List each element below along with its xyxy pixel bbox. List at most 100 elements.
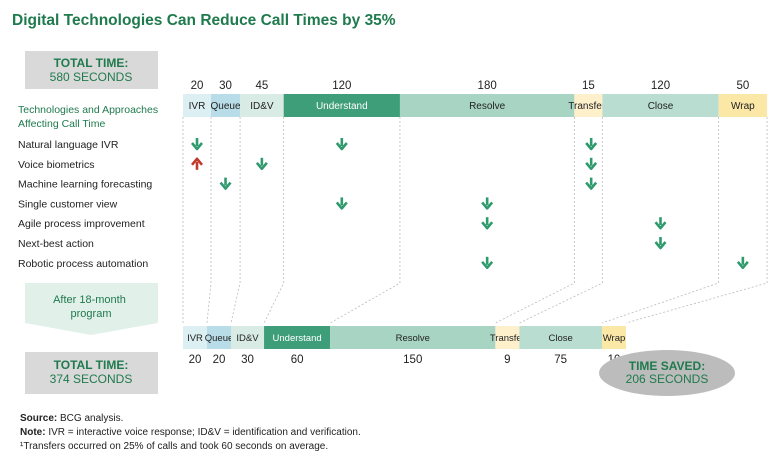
bar-after-idv — [231, 326, 265, 349]
bar-after-queue — [207, 326, 231, 349]
source-note: Source: BCG analysis. — [20, 413, 123, 424]
abbreviation-note: Note: IVR = interactive voice response; … — [20, 427, 361, 438]
arrow-down-head — [481, 201, 494, 210]
bar-before-wrap — [718, 94, 768, 117]
bar-after-label: Close — [549, 333, 573, 344]
bar-before-value: 20 — [191, 80, 204, 92]
time-saved-value: 206 SECONDS — [626, 372, 709, 386]
arrow-down-icon — [654, 237, 667, 250]
program-chevron — [25, 283, 158, 335]
technology-label: Voice biometrics — [18, 159, 94, 171]
bar-before-value: 15 — [582, 80, 595, 92]
total-before-label: TOTAL TIME: — [54, 56, 129, 70]
bar-before-value: 180 — [478, 80, 497, 92]
bar-before-label: ID&V — [250, 101, 274, 112]
bar-before-label: IVR — [189, 101, 206, 112]
time-saved-label: TIME SAVED: — [629, 359, 705, 373]
section-header-line-2: Affecting Call Time — [18, 118, 106, 130]
total-after-box — [25, 352, 158, 394]
arrow-down-head — [654, 221, 667, 230]
total-after-label: TOTAL TIME: — [54, 358, 129, 372]
source-text: BCG analysis. — [57, 413, 123, 424]
connector-line — [230, 117, 241, 324]
arrow-down-icon — [481, 197, 494, 210]
arrow-down-head — [255, 161, 268, 171]
transfer-footnote: ¹Transfers occurred on 25% of calls and … — [20, 441, 328, 452]
bar-after-label: Wrap — [603, 333, 626, 344]
arrow-down-icon — [585, 177, 598, 190]
arrow-down-icon — [481, 217, 494, 230]
arrow-down-icon — [481, 256, 494, 270]
bar-before-ivr — [183, 94, 211, 117]
bar-before-value: 120 — [651, 80, 670, 92]
bar-after-close — [519, 326, 603, 349]
connector-line — [495, 117, 575, 324]
bar-after-resolve — [330, 326, 496, 349]
program-label-line-2: program — [71, 308, 112, 320]
bars-before: IVR 20 Queue 30 ID&V 45 Understand 120 Resolve 18… — [183, 80, 768, 117]
bar-after-value: 20 — [213, 354, 226, 366]
total-before-box — [25, 51, 158, 89]
bar-before-close — [602, 94, 719, 117]
arrow-down-head — [585, 142, 598, 151]
arrow-down-icon — [191, 138, 203, 151]
arrow-down-icon — [335, 197, 348, 210]
source-label: Source: — [20, 413, 57, 424]
bar-after-ivr — [183, 326, 207, 349]
bar-after-transfer — [495, 326, 520, 349]
connector-line — [519, 117, 603, 324]
technology-label: Agile process improvement — [18, 218, 145, 230]
technology-label: Natural language IVR — [18, 139, 119, 151]
arrow-down-head — [585, 181, 598, 190]
bar-before-label: Transfer¹ — [568, 101, 609, 112]
bar-after-label: IVR — [187, 333, 203, 344]
connector-line — [329, 117, 401, 324]
bar-before-idv — [240, 94, 284, 117]
technology-rows: Natural language IVR Voice biometrics Mach… — [18, 138, 749, 270]
connector-line — [206, 117, 212, 324]
bar-before-label: Close — [648, 101, 674, 112]
bar-before-understand — [283, 94, 400, 117]
arrow-down-head — [736, 260, 749, 270]
bar-before-label: Wrap — [731, 101, 755, 112]
technology-label: Single customer view — [18, 198, 118, 210]
connector-line — [625, 117, 768, 324]
arrow-down-head — [335, 201, 348, 210]
arrow-down-head — [481, 221, 494, 230]
bar-before-value: 30 — [219, 80, 232, 92]
arrow-down-head — [191, 142, 203, 151]
bar-before-queue — [211, 94, 241, 117]
program-label-line-1: After 18-month — [53, 294, 126, 306]
bar-after-label: ID&V — [236, 333, 259, 344]
bar-after-label: Queue — [205, 333, 234, 344]
bar-after-value: 9 — [504, 354, 510, 366]
bar-after-value: 75 — [554, 354, 567, 366]
connector-line — [601, 117, 720, 324]
connector-line — [263, 117, 285, 324]
bar-before-transfer — [574, 94, 603, 117]
arrow-down-icon — [219, 177, 232, 190]
arrow-down-icon — [585, 157, 598, 171]
technology-label: Robotic process automation — [18, 258, 148, 270]
bar-after-value: 150 — [403, 354, 422, 366]
bar-after-understand — [264, 326, 331, 349]
arrow-up-icon — [191, 157, 203, 170]
bar-before-value: 50 — [736, 80, 749, 92]
connector-lines — [182, 117, 768, 324]
arrow-down-icon — [335, 138, 348, 151]
arrow-down-icon — [654, 217, 667, 230]
note-text: IVR = interactive voice response; ID&V =… — [46, 427, 361, 438]
total-after-value: 374 SECONDS — [50, 372, 133, 386]
note-label: Note: — [20, 427, 46, 438]
bar-before-value: 120 — [332, 80, 351, 92]
bars-after: IVR20Queue20ID&V30Understand60Resolve150… — [183, 326, 627, 366]
bar-before-label: Resolve — [469, 101, 506, 112]
bar-after-wrap — [602, 326, 627, 349]
arrow-down-icon — [255, 157, 268, 171]
arrow-down-head — [219, 181, 232, 190]
bar-before-value: 45 — [255, 80, 268, 92]
arrow-down-head — [481, 260, 494, 270]
bar-before-label: Understand — [316, 101, 368, 112]
time-saved-oval — [599, 350, 735, 396]
